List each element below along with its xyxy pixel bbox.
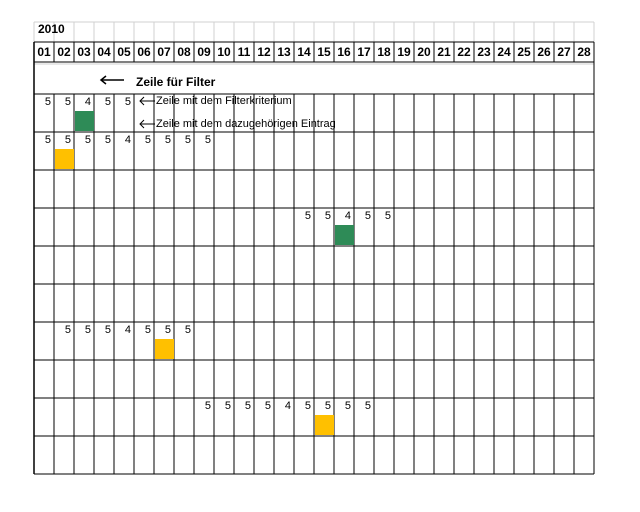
- day-header-13[interactable]: 13: [277, 45, 291, 59]
- green-filter-cell[interactable]: [75, 111, 94, 131]
- day-header-08[interactable]: 08: [177, 45, 191, 59]
- value-cell[interactable]: 5: [84, 324, 91, 336]
- day-header-25[interactable]: 25: [517, 45, 531, 59]
- value-cell[interactable]: 5: [184, 324, 191, 336]
- value-cell[interactable]: 5: [324, 400, 331, 412]
- value-cell[interactable]: 4: [84, 96, 91, 108]
- day-header-26[interactable]: 26: [537, 45, 551, 59]
- value-cell[interactable]: 5: [204, 134, 211, 146]
- value-cell[interactable]: 4: [124, 324, 131, 336]
- value-cell[interactable]: 5: [304, 210, 311, 222]
- value-cell[interactable]: 5: [144, 324, 151, 336]
- day-header-09[interactable]: 09: [197, 45, 211, 59]
- day-header-24[interactable]: 24: [497, 45, 511, 59]
- day-header-15[interactable]: 15: [317, 45, 331, 59]
- yellow-entry-cell[interactable]: [155, 339, 174, 359]
- day-header-22[interactable]: 22: [457, 45, 471, 59]
- day-header-03[interactable]: 03: [77, 45, 91, 59]
- day-header-20[interactable]: 20: [417, 45, 431, 59]
- day-header-10[interactable]: 10: [217, 45, 231, 59]
- day-header-28[interactable]: 28: [577, 45, 591, 59]
- value-cell[interactable]: 5: [184, 134, 191, 146]
- year-cell[interactable]: 2010: [38, 22, 65, 36]
- day-header-06[interactable]: 06: [137, 45, 151, 59]
- value-cell[interactable]: 5: [124, 96, 131, 108]
- value-cell[interactable]: 4: [344, 210, 351, 222]
- value-cell[interactable]: 5: [264, 400, 271, 412]
- value-cell[interactable]: 4: [124, 134, 131, 146]
- day-header-23[interactable]: 23: [477, 45, 491, 59]
- value-cell[interactable]: 5: [164, 324, 171, 336]
- value-cell[interactable]: 5: [104, 96, 111, 108]
- value-cell[interactable]: 5: [104, 324, 111, 336]
- value-cell[interactable]: 5: [144, 134, 151, 146]
- value-cell[interactable]: 5: [224, 400, 231, 412]
- value-cell[interactable]: 5: [364, 400, 371, 412]
- day-header-19[interactable]: 19: [397, 45, 411, 59]
- value-cell[interactable]: 4: [284, 400, 291, 412]
- arrow-left-icon: [139, 119, 155, 129]
- day-header-27[interactable]: 27: [557, 45, 571, 59]
- value-cell[interactable]: 5: [164, 134, 171, 146]
- value-cell[interactable]: 5: [324, 210, 331, 222]
- value-cell[interactable]: 5: [344, 400, 351, 412]
- value-cell[interactable]: 5: [64, 324, 71, 336]
- day-header-14[interactable]: 14: [297, 45, 311, 59]
- yellow-entry-cell[interactable]: [55, 149, 74, 169]
- day-header-21[interactable]: 21: [437, 45, 451, 59]
- day-header-07[interactable]: 07: [157, 45, 171, 59]
- value-cell[interactable]: 5: [64, 134, 71, 146]
- day-header-17[interactable]: 17: [357, 45, 371, 59]
- green-filter-cell[interactable]: [335, 225, 354, 245]
- arrow-left-icon: [139, 96, 155, 106]
- day-header-12[interactable]: 12: [257, 45, 271, 59]
- day-header-02[interactable]: 02: [57, 45, 71, 59]
- day-header-11[interactable]: 11: [237, 45, 251, 59]
- value-cell[interactable]: 5: [304, 400, 311, 412]
- value-cell[interactable]: 5: [244, 400, 251, 412]
- value-cell[interactable]: 5: [384, 210, 391, 222]
- day-header-01[interactable]: 01: [37, 45, 51, 59]
- value-cell[interactable]: 5: [84, 134, 91, 146]
- day-header-18[interactable]: 18: [377, 45, 391, 59]
- day-header-16[interactable]: 16: [337, 45, 351, 59]
- value-cell[interactable]: 5: [204, 400, 211, 412]
- value-cell[interactable]: 5: [44, 134, 51, 146]
- value-cell[interactable]: 5: [64, 96, 71, 108]
- yellow-entry-cell[interactable]: [315, 415, 334, 435]
- arrow-left-icon: [99, 75, 124, 85]
- filter-criterion-note: Zeile mit dem Filterkriterium: [156, 95, 292, 107]
- day-header-04[interactable]: 04: [97, 45, 111, 59]
- day-header-05[interactable]: 05: [117, 45, 131, 59]
- filter-row-label: Zeile für Filter: [136, 75, 216, 89]
- value-cell[interactable]: 5: [364, 210, 371, 222]
- value-cell[interactable]: 5: [104, 134, 111, 146]
- entry-note: Zeile mit dem dazugehörigen Eintrag: [156, 118, 336, 130]
- value-cell[interactable]: 5: [44, 96, 51, 108]
